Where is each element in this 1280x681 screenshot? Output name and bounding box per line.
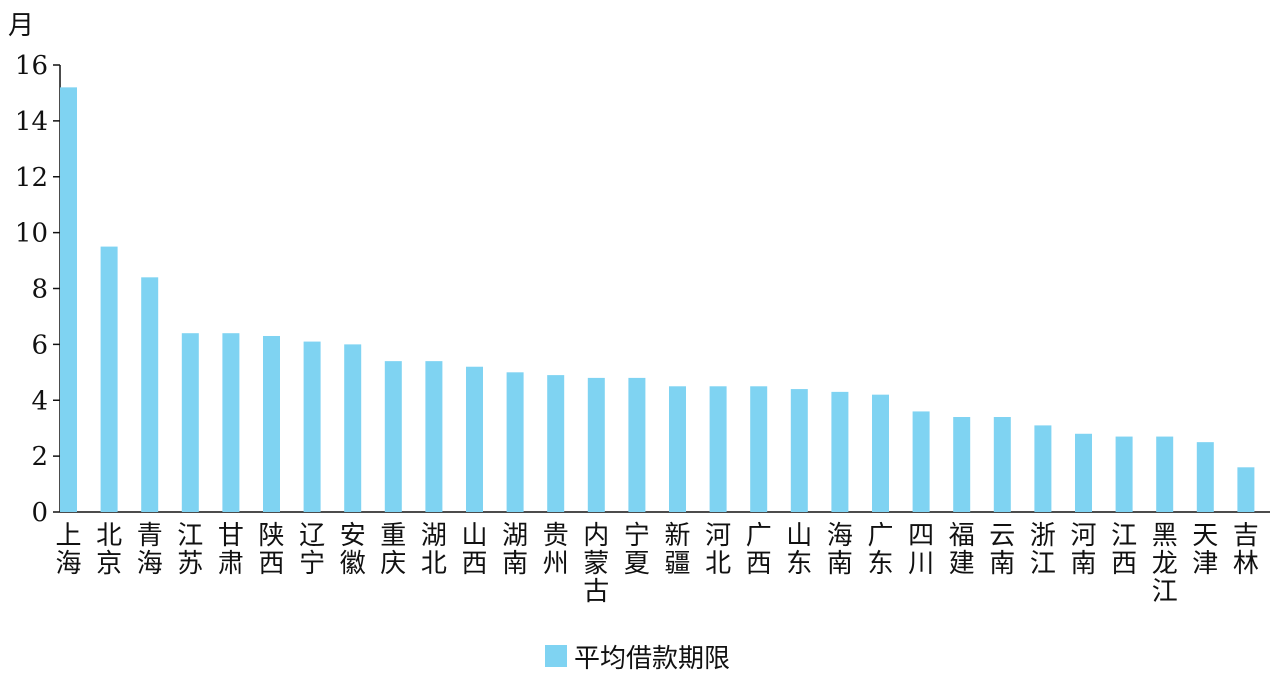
bar	[181, 333, 199, 512]
y-tick-label: 14	[15, 107, 48, 137]
x-tick-label: 重庆	[380, 521, 406, 579]
bar	[425, 361, 443, 512]
bar	[344, 344, 362, 512]
x-tick-label: 安徽	[340, 521, 366, 579]
bar	[1237, 467, 1255, 512]
x-tick-label: 贵州	[543, 521, 569, 579]
bar	[222, 333, 240, 512]
x-tick-label: 山东	[786, 521, 812, 579]
x-tick-label: 黑龙江	[1152, 521, 1178, 607]
bar	[547, 375, 565, 512]
x-tick-label: 山西	[461, 521, 487, 579]
x-tick-label: 上海	[55, 521, 81, 579]
bar	[912, 411, 930, 512]
bar	[303, 341, 321, 512]
legend-swatch	[545, 645, 567, 667]
x-tick-label: 湖北	[421, 521, 447, 579]
bar	[993, 417, 1011, 512]
x-tick-label: 江苏	[177, 521, 203, 579]
bar	[709, 386, 727, 512]
bar	[1115, 436, 1133, 512]
bar	[466, 366, 483, 512]
bar	[263, 335, 280, 512]
y-tick-label: 8	[31, 275, 48, 305]
x-tick-label: 陕西	[258, 521, 284, 579]
y-tick-label: 2	[31, 442, 48, 472]
x-tick-label: 新疆	[664, 521, 690, 579]
x-tick-label: 湖南	[502, 521, 528, 579]
x-tick-label: 青海	[137, 521, 163, 579]
x-tick-label: 天津	[1192, 521, 1218, 579]
y-tick-label: 10	[15, 219, 48, 249]
bar	[1075, 433, 1092, 512]
x-tick-label: 广东	[867, 521, 893, 579]
y-tick-label: 4	[31, 386, 48, 416]
x-tick-label: 河南	[1070, 521, 1096, 579]
bar	[669, 386, 686, 512]
bar	[831, 391, 849, 512]
bar	[587, 377, 605, 512]
x-tick-label: 云南	[989, 521, 1015, 579]
y-tick-label: 6	[31, 330, 48, 360]
x-tick-label: 吉林	[1233, 521, 1259, 579]
bar	[506, 372, 524, 512]
x-tick-label: 辽宁	[299, 521, 325, 579]
x-tick-label: 海南	[827, 521, 853, 579]
x-tick-label: 四川	[908, 521, 934, 579]
x-tick-label: 河北	[705, 521, 731, 579]
y-tick-label: 16	[15, 51, 48, 81]
bar	[384, 361, 402, 512]
bar	[1156, 436, 1174, 512]
bar	[750, 386, 768, 512]
bar	[790, 389, 808, 512]
x-tick-label: 宁夏	[624, 521, 650, 579]
bar	[953, 417, 971, 512]
bar	[100, 246, 118, 512]
x-tick-label: 福建	[949, 521, 975, 579]
x-tick-label: 浙江	[1030, 521, 1056, 579]
x-tick-label: 内蒙古	[583, 521, 609, 607]
bar	[1196, 442, 1214, 512]
y-axis-label: 月	[8, 11, 34, 41]
bar	[872, 394, 889, 512]
bar	[1034, 425, 1052, 512]
y-tick-label: 0	[31, 498, 48, 528]
y-tick-label: 12	[15, 163, 48, 193]
x-tick-label: 广西	[746, 521, 772, 579]
bar	[60, 87, 77, 512]
x-tick-label: 北京	[96, 521, 122, 579]
x-tick-label: 江西	[1111, 521, 1137, 579]
legend-label: 平均借款期限	[574, 644, 730, 674]
x-tick-label: 甘肃	[218, 521, 244, 579]
bar	[628, 377, 646, 512]
bar	[141, 277, 159, 512]
